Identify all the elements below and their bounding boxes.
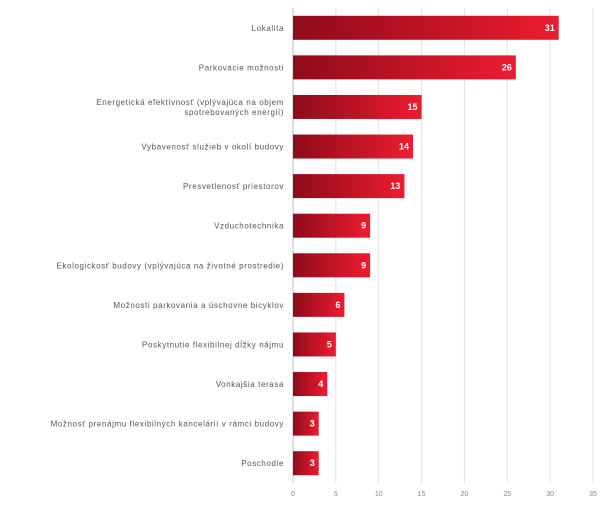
category-label-line: Parkovacie možnosti	[199, 63, 284, 72]
x-tick-label: 5	[334, 491, 338, 498]
category-label-line: spotrebovaných energií)	[184, 108, 284, 117]
category-label: Vonkajšia terasa	[216, 380, 284, 389]
category-label-line: Poschodie	[241, 459, 284, 468]
data-label: 4	[318, 379, 323, 389]
category-label-line: Ekologickosť budovy (vplývajúca na život…	[57, 261, 285, 270]
gridlines	[292, 8, 594, 483]
bars: 31 26 15 14 13 9 9 6 5 4 3 3	[293, 15, 559, 476]
x-tick-label: 25	[503, 491, 511, 498]
data-label: 3	[310, 458, 315, 468]
category-label: Parkovacie možnosti	[199, 63, 284, 72]
data-label: 14	[399, 142, 409, 152]
category-label-line: Energetická efektívnosť (vplývajúca na o…	[96, 98, 284, 107]
bar	[293, 451, 319, 476]
bar	[293, 55, 516, 80]
bar	[293, 253, 371, 278]
data-label: 9	[361, 260, 366, 270]
category-label: Presvetlenosť priestorov	[183, 182, 284, 191]
data-label: 13	[390, 181, 400, 191]
bar	[293, 94, 422, 119]
x-tick-label: 30	[546, 491, 554, 498]
data-label: 6	[335, 300, 340, 310]
category-label-line: Vzduchotechnika	[214, 222, 284, 231]
category-label: Možnosti parkovania a úschovne bicyklov	[113, 301, 284, 310]
bar	[293, 134, 413, 159]
category-label: Energetická efektívnosť (vplývajúca na o…	[96, 98, 284, 117]
x-tick-label: 10	[375, 491, 383, 498]
x-tick-label: 35	[589, 491, 597, 498]
data-label: 15	[408, 102, 418, 112]
category-label: Poschodie	[241, 459, 284, 468]
data-label: 9	[361, 221, 366, 231]
category-label-line: Vybavenosť služieb v okolí budovy	[141, 143, 284, 152]
bar	[293, 213, 371, 238]
bar	[293, 15, 559, 40]
category-label-line: Možnosti parkovania a úschovne bicyklov	[113, 301, 284, 310]
bar	[293, 411, 319, 436]
x-axis-ticks: 0 5 10 15 20 25 30 35	[291, 491, 597, 498]
x-tick-label: 20	[461, 491, 469, 498]
x-tick-label: 0	[291, 491, 295, 498]
category-label: Vzduchotechnika	[214, 222, 284, 231]
bar	[293, 332, 336, 357]
bar	[293, 372, 328, 397]
category-label-line: Lokalita	[252, 24, 284, 33]
bar	[293, 174, 405, 199]
category-labels: Lokalita Parkovacie možnosti Energetická e…	[51, 24, 284, 468]
category-label-line: Poskytnutie flexibilnej dĺžky nájmu	[142, 340, 284, 349]
bar	[293, 292, 345, 317]
data-label: 5	[327, 339, 332, 349]
category-label-line: Vonkajšia terasa	[216, 380, 284, 389]
category-label: Lokalita	[252, 24, 284, 33]
category-label-line: Možnosť prenájmu flexibilných kancelárií…	[51, 420, 284, 429]
category-label: Poskytnutie flexibilnej dĺžky nájmu	[142, 340, 284, 349]
category-label-line: Presvetlenosť priestorov	[183, 182, 284, 191]
category-label: Možnosť prenájmu flexibilných kancelárií…	[51, 420, 284, 429]
category-label: Vybavenosť služieb v okolí budovy	[141, 143, 284, 152]
data-label: 26	[502, 62, 512, 72]
data-label: 31	[545, 23, 555, 33]
x-tick-label: 15	[418, 491, 426, 498]
category-label: Ekologickosť budovy (vplývajúca na život…	[57, 261, 285, 270]
data-label: 3	[310, 419, 315, 429]
